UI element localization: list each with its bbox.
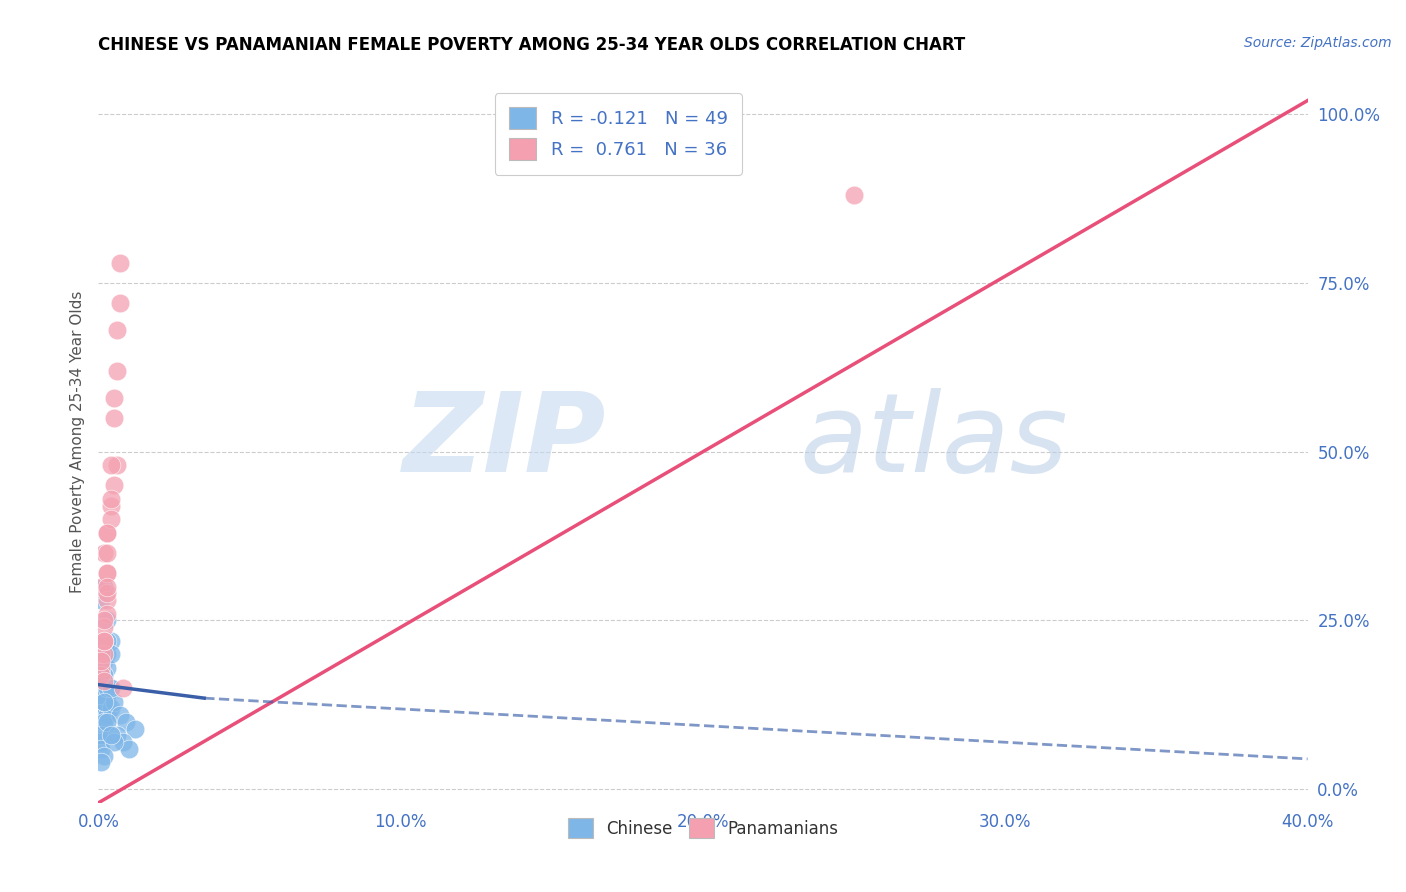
Point: [844, 188, 866, 202]
Point: [90, 728, 112, 742]
Point: [100, 728, 122, 742]
Point: [93, 647, 115, 661]
Point: [93, 674, 115, 689]
Point: [96, 647, 118, 661]
Point: [93, 701, 115, 715]
Point: [111, 735, 134, 749]
Point: [90, 661, 112, 675]
Point: [96, 525, 118, 540]
Point: [100, 681, 122, 695]
Point: [93, 633, 115, 648]
Point: [124, 722, 146, 736]
Point: [103, 478, 125, 492]
Point: [105, 364, 128, 378]
Point: [90, 735, 112, 749]
Point: [114, 714, 136, 729]
Point: [93, 714, 115, 729]
Point: [90, 654, 112, 668]
Point: [108, 708, 131, 723]
Point: [105, 728, 128, 742]
Point: [100, 647, 122, 661]
Point: [103, 391, 125, 405]
Point: [90, 674, 112, 689]
Point: [93, 667, 115, 681]
Point: [93, 694, 115, 708]
Point: [96, 614, 118, 628]
Point: [93, 614, 115, 628]
Point: [96, 546, 118, 560]
Point: [105, 458, 128, 472]
Point: [93, 633, 115, 648]
Point: [93, 633, 115, 648]
Point: [96, 580, 118, 594]
Point: [96, 714, 118, 729]
Point: [105, 323, 128, 337]
Point: [93, 694, 115, 708]
Point: [96, 566, 118, 581]
Point: [90, 688, 112, 702]
Point: [108, 296, 131, 310]
Point: [96, 607, 118, 621]
Point: [103, 411, 125, 425]
Point: [93, 546, 115, 560]
Point: [96, 633, 118, 648]
Point: [93, 748, 115, 763]
Text: CHINESE VS PANAMANIAN FEMALE POVERTY AMONG 25-34 YEAR OLDS CORRELATION CHART: CHINESE VS PANAMANIAN FEMALE POVERTY AMO…: [98, 36, 966, 54]
Point: [96, 586, 118, 600]
Point: [96, 525, 118, 540]
Point: [100, 512, 122, 526]
Point: [103, 694, 125, 708]
Point: [93, 620, 115, 634]
Point: [100, 458, 122, 472]
Point: [103, 735, 125, 749]
Point: [90, 741, 112, 756]
Text: Source: ZipAtlas.com: Source: ZipAtlas.com: [1244, 36, 1392, 50]
Point: [93, 714, 115, 729]
Point: [90, 701, 112, 715]
Point: [96, 593, 118, 607]
Text: ZIP: ZIP: [402, 388, 606, 495]
Point: [100, 499, 122, 513]
Point: [100, 701, 122, 715]
Y-axis label: Female Poverty Among 25-34 Year Olds: Female Poverty Among 25-34 Year Olds: [69, 291, 84, 592]
Point: [90, 580, 112, 594]
Point: [96, 694, 118, 708]
Point: [93, 580, 115, 594]
Point: [96, 681, 118, 695]
Point: [118, 741, 141, 756]
Point: [90, 661, 112, 675]
Point: [100, 633, 122, 648]
Point: [93, 674, 115, 689]
Point: [96, 566, 118, 581]
Point: [100, 491, 122, 506]
Point: [96, 708, 118, 723]
Text: atlas: atlas: [800, 388, 1069, 495]
Point: [111, 681, 134, 695]
Point: [96, 661, 118, 675]
Point: [90, 688, 112, 702]
Point: [100, 681, 122, 695]
Point: [108, 255, 131, 269]
Point: [93, 674, 115, 689]
Point: [90, 667, 112, 681]
Point: [93, 674, 115, 689]
Point: [90, 728, 112, 742]
Point: [90, 647, 112, 661]
Point: [93, 701, 115, 715]
Legend: Chinese, Panamanians: Chinese, Panamanians: [561, 812, 845, 845]
Point: [90, 756, 112, 770]
Point: [96, 688, 118, 702]
Point: [90, 667, 112, 681]
Point: [93, 681, 115, 695]
Point: [90, 593, 112, 607]
Point: [93, 654, 115, 668]
